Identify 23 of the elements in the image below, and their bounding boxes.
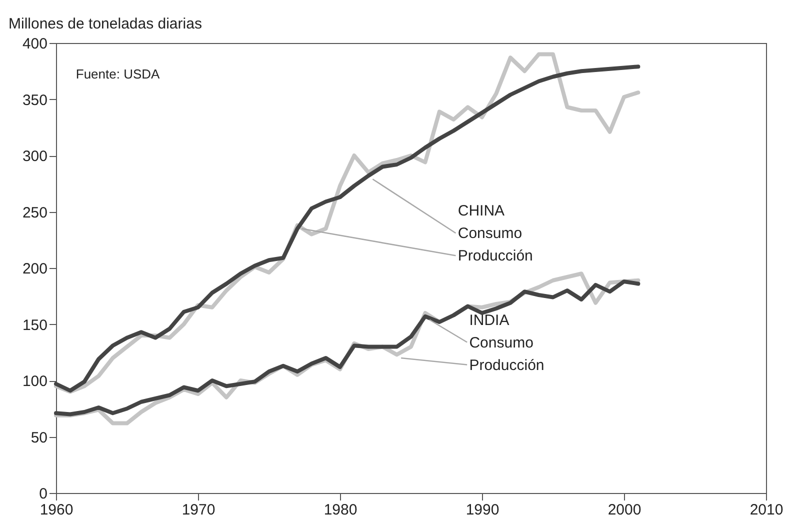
y-tick-label: 50	[30, 429, 48, 446]
y-tick-label: 0	[39, 486, 48, 502]
x-tick-label: 1990	[466, 502, 500, 518]
x-tick-label: 2000	[608, 502, 642, 518]
y-tick-label: 250	[22, 204, 48, 222]
annotation: Consumo	[458, 225, 522, 242]
y-tick-label: 200	[22, 260, 48, 278]
y-tick-label: 400	[22, 36, 48, 52]
x-tick-label: 1970	[182, 502, 216, 518]
y-tick-label: 300	[22, 148, 48, 165]
annotation: Consumo	[469, 334, 534, 352]
x-tick-label: 2010	[750, 502, 784, 518]
annotation: CHINA	[458, 202, 505, 220]
y-tick-label: 150	[22, 316, 48, 334]
y-axis-title: Millones de toneladas diarias	[8, 16, 202, 32]
x-tick-label: 1980	[324, 502, 358, 518]
annotation: Fuente: USDA	[76, 66, 160, 82]
x-tick-label: 1960	[40, 502, 74, 518]
y-tick-label: 100	[22, 373, 48, 390]
annotation: INDIA	[469, 312, 510, 329]
annotation: Producción	[469, 356, 544, 374]
annotation: Producción	[458, 248, 533, 265]
y-tick-label: 350	[22, 92, 48, 109]
